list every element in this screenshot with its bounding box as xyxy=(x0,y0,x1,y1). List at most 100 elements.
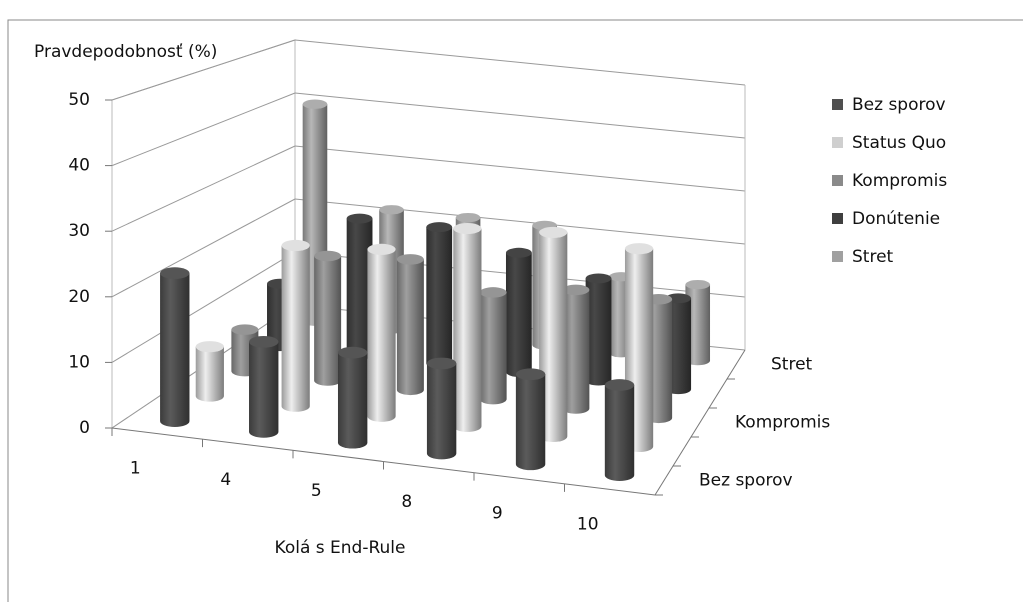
x-tick-label: 10 xyxy=(577,514,599,534)
cylinder xyxy=(160,267,190,427)
y-tick-label: 30 xyxy=(68,221,90,241)
cylinder-body xyxy=(195,346,224,402)
cylinder-top xyxy=(302,99,328,109)
legend-swatch xyxy=(832,213,843,224)
cylinder xyxy=(249,335,279,438)
cylinder xyxy=(367,243,396,422)
legend-swatch xyxy=(832,251,843,262)
grid-line xyxy=(294,39,746,86)
grid-line xyxy=(111,198,296,298)
cylinder-body xyxy=(426,363,457,460)
cylinder-top xyxy=(379,205,404,215)
cylinder xyxy=(562,284,590,414)
cylinder-body xyxy=(367,249,396,422)
cylinder-top xyxy=(337,346,368,359)
cylinder-body xyxy=(585,278,612,386)
y-tick-label: 0 xyxy=(79,418,90,438)
cylinder xyxy=(515,368,546,471)
cylinder xyxy=(337,346,368,449)
cylinder-top xyxy=(396,254,424,265)
cylinder-body xyxy=(479,292,507,405)
cylinder-body xyxy=(281,245,310,412)
legend-label: Donútenie xyxy=(852,209,940,229)
depth-axis xyxy=(654,349,746,496)
cylinder-body xyxy=(505,252,532,377)
cylinder xyxy=(685,279,711,366)
legend-swatch xyxy=(832,175,843,186)
cylinder-body xyxy=(314,255,342,386)
legend-label: Kompromis xyxy=(852,171,947,191)
cylinder-top xyxy=(249,335,279,348)
grid-line xyxy=(111,39,296,101)
legend-label: Status Quo xyxy=(852,133,946,153)
x-axis-title: Kolá s End-Rule xyxy=(275,538,406,558)
cylinder xyxy=(505,247,532,377)
cylinder-top xyxy=(453,222,482,235)
cylinder-body xyxy=(562,289,590,414)
cylinder xyxy=(479,287,507,405)
y-axis-title: Pravdepodobnosť (%) xyxy=(34,42,217,62)
cylinder-top xyxy=(426,222,453,233)
cylinder-body xyxy=(426,227,453,369)
cylinder-top xyxy=(346,213,373,224)
cylinder-top xyxy=(562,284,590,296)
cylinder-body xyxy=(685,284,711,366)
grid-line xyxy=(111,92,296,167)
cylinder-top xyxy=(281,239,310,252)
cylinder-top xyxy=(160,267,190,279)
cylinder-top xyxy=(426,357,457,370)
cylinder-body xyxy=(604,385,635,481)
depth-tick-label: Kompromis xyxy=(735,413,830,433)
x-tick-label: 5 xyxy=(311,481,322,501)
depth-tick-label: Bez sporov xyxy=(699,471,793,491)
x-tick-label: 8 xyxy=(401,492,412,512)
y-tick-label: 20 xyxy=(68,287,90,307)
legend-swatch xyxy=(832,99,843,110)
grid-line xyxy=(111,251,296,363)
cylinder-top xyxy=(539,226,568,238)
cylinder-top xyxy=(367,243,396,255)
cylinder-top xyxy=(515,368,546,381)
legend-swatch xyxy=(832,137,843,148)
cylinder-top xyxy=(231,324,259,335)
cylinder-top xyxy=(314,250,342,262)
x-tick-label: 4 xyxy=(220,470,231,490)
cylinder-body xyxy=(346,218,373,360)
cylinder-top xyxy=(479,287,507,298)
cylinder xyxy=(396,254,424,396)
cylinder-top xyxy=(624,243,654,255)
cylinder-top xyxy=(685,279,711,290)
x-tick-label: 9 xyxy=(492,503,503,523)
grid-line xyxy=(294,92,746,139)
cylinder xyxy=(453,222,482,432)
cylinder-body xyxy=(160,273,190,427)
cylinder-top xyxy=(455,212,481,223)
cylinder xyxy=(426,222,453,369)
cylinder-top xyxy=(604,379,635,391)
cylinder-top xyxy=(505,247,532,258)
grid-line xyxy=(294,145,746,192)
cylinder-body xyxy=(396,259,424,396)
cylinder xyxy=(604,379,635,481)
cylinder-top xyxy=(195,341,224,353)
cylinder-body xyxy=(515,374,546,471)
y-tick-label: 40 xyxy=(68,156,90,176)
cylinder-body xyxy=(539,232,568,442)
cylinder xyxy=(314,250,342,386)
x-tick-label: 1 xyxy=(130,459,141,479)
cylinder-body xyxy=(337,352,368,449)
depth-tick-label: Stret xyxy=(771,355,813,375)
cylinder xyxy=(585,273,612,386)
y-tick-label: 10 xyxy=(68,352,90,372)
y-tick-label: 50 xyxy=(68,90,90,110)
grid-line xyxy=(111,145,296,232)
chart-frame xyxy=(7,19,1023,602)
cylinder xyxy=(426,357,457,460)
cylinder xyxy=(346,213,373,360)
legend-label: Bez sporov xyxy=(852,95,946,115)
cylinder xyxy=(281,239,310,412)
cylinder-top xyxy=(585,273,612,284)
legend-label: Stret xyxy=(852,247,894,267)
grid-line xyxy=(294,198,746,245)
